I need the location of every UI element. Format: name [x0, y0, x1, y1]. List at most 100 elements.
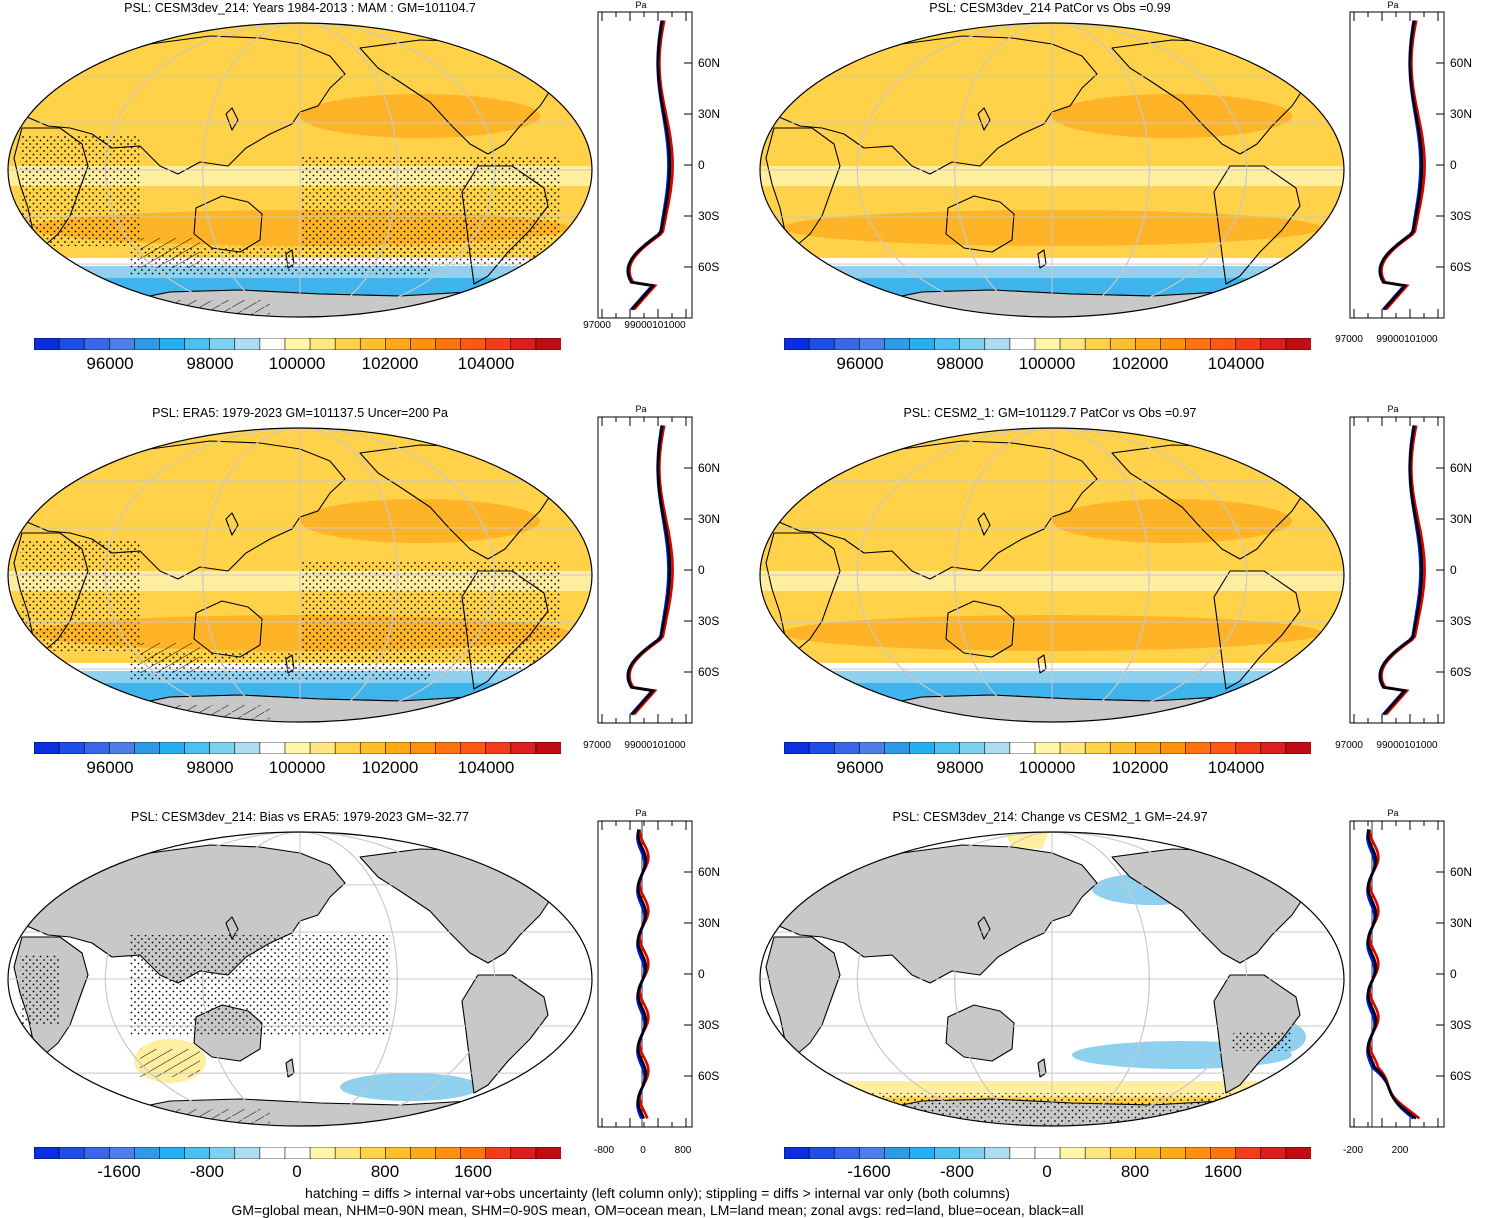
colorbar-swatch	[184, 742, 211, 754]
colorbar-tick-label: -1600	[847, 1162, 891, 1181]
landmass-australia	[945, 195, 1015, 253]
zonal-lat-label: 30S	[698, 614, 720, 628]
colorbar-swatch	[159, 338, 186, 350]
colorbar-swatch	[234, 1147, 261, 1159]
zonal-lat-label: 60N	[1450, 56, 1473, 70]
zonal-x-label: 800	[674, 1145, 692, 1156]
field-high-pressure	[1052, 94, 1292, 138]
colorbar-swatch	[460, 338, 487, 350]
colorbar-swatch	[959, 338, 986, 350]
colorbar-swatch	[58, 338, 85, 350]
zonal-lat-label: 30S	[698, 209, 720, 223]
landmass-greenland	[551, 29, 581, 61]
colorbar-swatch	[134, 742, 161, 754]
zonal-line-all	[1366, 829, 1417, 1120]
colorbar-tick-label: 102000	[361, 758, 419, 777]
colorbar-swatch	[1235, 1147, 1262, 1159]
colorbar-swatch	[884, 1147, 911, 1159]
landmass-new-zealand	[1037, 1058, 1047, 1078]
colorbar-swatch	[1160, 742, 1187, 754]
colorbar-swatch	[410, 338, 437, 350]
zonal-x-label: 0	[640, 1145, 646, 1156]
zonal-unit-label: Pa	[1387, 404, 1399, 414]
colorbar-swatch	[1185, 1147, 1212, 1159]
colorbar-tick-label: 104000	[1207, 758, 1265, 777]
colorbar-swatch	[209, 338, 236, 350]
zonal-lat-label: 30N	[698, 107, 721, 121]
zonal-frame	[1349, 11, 1445, 319]
zonal-lat-label: 0	[698, 967, 705, 981]
colorbar-abs-4	[784, 742, 1311, 754]
landmass-greenland	[1303, 434, 1333, 466]
graticule	[760, 23, 1344, 317]
zonal-lat-label: 30S	[1450, 209, 1472, 223]
map-outline	[7, 22, 593, 318]
colorbar-swatch	[184, 1147, 211, 1159]
colorbar-swatch	[833, 1147, 861, 1159]
colorbar-swatch	[108, 338, 136, 350]
landmass-eurasia	[771, 440, 1098, 580]
colorbar-swatch	[934, 742, 961, 754]
stippling-region	[20, 955, 60, 1025]
zonal-lat-label: 60N	[1450, 461, 1473, 475]
landmass-africa	[765, 532, 841, 652]
zonal-lat-label: 30S	[698, 1018, 720, 1032]
zonal-unit-label: Pa	[635, 808, 647, 818]
colorbar-swatch	[259, 1147, 286, 1159]
colorbar-swatch	[284, 338, 311, 350]
stippling-region	[130, 935, 390, 1035]
landmass-africa	[765, 936, 841, 1056]
colorbar-swatch	[1059, 338, 1086, 350]
hatching-region	[140, 238, 200, 268]
colorbar-swatch	[34, 742, 60, 754]
colorbar-swatch	[808, 742, 835, 754]
colorbar-swatch	[134, 1147, 161, 1159]
zonal-lat-label: 30S	[1450, 1018, 1472, 1032]
landmass-australia	[945, 1004, 1015, 1062]
colorbar-swatch	[1009, 338, 1036, 350]
zonal-lat-label: 60S	[1450, 1069, 1472, 1083]
colorbar-tick-label: 96000	[836, 354, 884, 373]
colorbar-tick-label: 96000	[86, 354, 134, 373]
map-outline	[759, 22, 1345, 318]
panel-title-cesm2: PSL: CESM2_1: GM=101129.7 PatCor vs Obs …	[903, 406, 1197, 420]
colorbar-tick-label: 100000	[268, 354, 326, 373]
zonal-lat-label: 0	[698, 158, 705, 172]
colorbar-swatch	[385, 338, 412, 350]
colorbar-swatch	[1034, 338, 1061, 350]
colorbar-tick-label: 96000	[836, 758, 884, 777]
colorbar-swatch	[34, 1147, 60, 1159]
colorbar-diff-2	[784, 1147, 1311, 1159]
zonal-lat-label: 30N	[698, 916, 721, 930]
colorbar-tick-label: 98000	[186, 758, 234, 777]
colorbar-swatch	[58, 1147, 85, 1159]
footer-note-hatching: hatching = diffs > internal var+obs unce…	[305, 1185, 1010, 1201]
colorbar-swatch	[1059, 742, 1086, 754]
colorbar-swatch	[1235, 742, 1262, 754]
zonal-lat-label: 60S	[1450, 260, 1472, 274]
colorbar-tick-label: -1600	[97, 1162, 141, 1181]
colorbar-tick-label: 104000	[457, 354, 515, 373]
graticule	[8, 23, 592, 317]
colorbar-tick-label: 100000	[1018, 354, 1076, 373]
colorbar-tick-label: 0	[1042, 1162, 1052, 1181]
colorbar-swatch	[460, 742, 487, 754]
zonal-lat-label: 60N	[1450, 865, 1473, 879]
landmass-new-zealand	[285, 1058, 295, 1078]
zonal-line-land	[1380, 20, 1426, 311]
hatching-region	[140, 643, 200, 673]
field-high-pressure	[300, 499, 540, 543]
colorbar-swatch	[1009, 742, 1036, 754]
colorbar-swatch	[1260, 338, 1287, 350]
zonal-lat-label: 0	[1450, 563, 1457, 577]
colorbar-swatch	[535, 338, 561, 350]
colorbar-swatch	[334, 1147, 362, 1159]
colorbar-tick-label: 102000	[361, 354, 419, 373]
colorbar-abs-1	[34, 338, 561, 350]
colorbar-tick-label: 104000	[457, 758, 515, 777]
colorbar-swatch	[334, 742, 362, 754]
map-change	[759, 831, 1345, 1127]
landmass-eurasia	[771, 35, 1098, 175]
colorbar-swatch	[159, 1147, 186, 1159]
colorbar-swatch	[1285, 1147, 1311, 1159]
